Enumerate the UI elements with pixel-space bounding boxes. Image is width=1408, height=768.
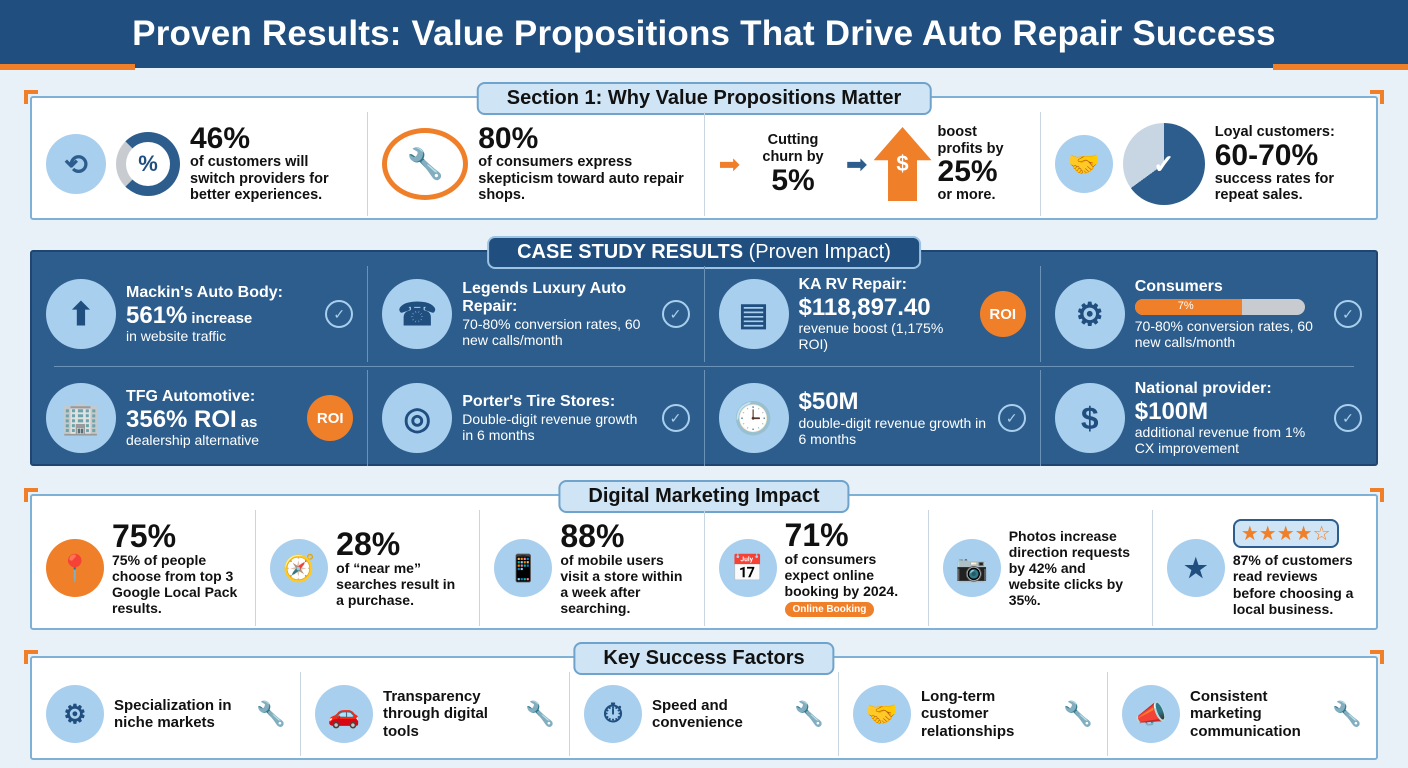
digital-stat-card: 🧭 28% of “near me” searches result in a pu… xyxy=(255,510,479,626)
pie-chart-icon: ✓ xyxy=(1122,123,1205,205)
section-key-success-factors: Key Success Factors ⚙ Specialization in n… xyxy=(24,642,1384,760)
money-stack-icon: ▤ xyxy=(718,279,789,349)
stat-80: 🔧 80% of consumers express skepticism tow… xyxy=(367,112,703,216)
case-study-card: ☎ Legends Luxury Auto Repair: 70-80% conve… xyxy=(367,266,703,362)
wrench-icon: 🔧 xyxy=(525,700,555,728)
megaphone-icon: 📣 xyxy=(1122,685,1180,743)
section-label: Key Success Factors xyxy=(573,642,835,675)
check-icon: ✓ xyxy=(997,404,1026,432)
dollar-growth-icon: $ xyxy=(1054,383,1125,453)
arrow-right-icon: ➡ xyxy=(718,148,741,179)
section-digital-marketing: Digital Marketing Impact 📍 75% 75% of peop… xyxy=(24,480,1384,630)
section-label: CASE STUDY RESULTS (Proven Impact) xyxy=(487,236,921,269)
case-study-card: 🏢 TFG Automotive: 356% ROI as dealership alt… xyxy=(32,370,367,466)
stopwatch-car-icon: ⏱ xyxy=(584,685,642,743)
success-factor: ⏱ Speed and convenience 🔧 xyxy=(569,672,838,756)
star-rating: ★★★★☆ xyxy=(1232,519,1339,549)
star-review-icon: ★ xyxy=(1166,539,1225,597)
website-growth-icon: ⬆ xyxy=(46,279,116,349)
check-icon: ✓ xyxy=(661,404,690,432)
case-study-card: ⬆ Mackin's Auto Body: 561% increase in websi… xyxy=(32,266,367,362)
dollar-arrow-icon: $ xyxy=(873,127,932,201)
browser-gear-icon: ⚙ xyxy=(1054,279,1125,349)
phone-icon: ☎ xyxy=(382,279,453,349)
accent-bar xyxy=(1273,64,1408,70)
header-banner: Proven Results: Value Propositions That … xyxy=(0,0,1408,68)
page-title: Proven Results: Value Propositions That … xyxy=(132,14,1276,53)
digital-stat-card: 📱 88% of mobile users visit a store within… xyxy=(479,510,703,626)
section-why-value: Section 1: Why Value Propositions Matter… xyxy=(24,82,1384,220)
case-study-card: $ National provider: $100M additional reven… xyxy=(1039,370,1376,466)
stat-loyal: 🤝 ✓ Loyal customers: 60-70% success rates … xyxy=(1039,112,1376,216)
camera-photos-icon: 📷 xyxy=(942,539,1001,597)
case-study-card: 🕒 $50M double-digit revenue growth in 6 mo… xyxy=(703,370,1040,466)
wrench-icon: 🔧 xyxy=(794,700,824,728)
success-factor: 🚗 Transparency through digital tools 🔧 xyxy=(300,672,569,756)
check-icon: ✓ xyxy=(325,300,354,328)
handshake-heart-icon: 🤝 xyxy=(853,685,911,743)
map-pin-search-icon: 📍 xyxy=(46,539,104,597)
success-factor: ⚙ Specialization in niche markets 🔧 xyxy=(32,672,300,756)
stat-46: ⟲ % 46% of customers will switch provider… xyxy=(32,112,367,216)
arrow-right-icon: ➡ xyxy=(845,148,868,179)
digital-stat-card: 📍 75% 75% of people choose from top 3 Goog… xyxy=(32,510,255,626)
accent-bar xyxy=(0,64,135,70)
roi-badge: ROI xyxy=(307,395,354,441)
handshake-icon: 🤝 xyxy=(1054,135,1113,193)
case-study-card: ⚙ Consumers 7% 70-80% conversion rates, 60 … xyxy=(1039,266,1376,362)
gear-target-icon: ⚙ xyxy=(46,685,104,743)
stat-churn: ➡ Cutting churn by 5% ➡ $ boost profits b… xyxy=(703,112,1040,216)
calendar-clock-icon: 📅 xyxy=(718,539,777,597)
dealership-icon: 🏢 xyxy=(46,383,116,453)
roi-badge: ROI xyxy=(979,291,1026,337)
section-case-study: CASE STUDY RESULTS (Proven Impact) ⬆ Mack… xyxy=(30,236,1378,466)
case-study-card: ▤ KA RV Repair: $118,897.40 revenue boost (… xyxy=(703,266,1040,362)
section-label: Digital Marketing Impact xyxy=(558,480,850,513)
sync-arrows-icon: ⟲ xyxy=(46,134,106,194)
tablet-car-icon: 🚗 xyxy=(315,685,373,743)
digital-stat-card: 📅 71% of consumers expect online booking b… xyxy=(703,510,928,626)
progress-bar: 7% xyxy=(1134,299,1305,316)
digital-stat-card: ★ ★★★★☆ 87% of customers read reviews befo… xyxy=(1151,510,1376,626)
mechanic-icon: 🔧 xyxy=(382,128,469,200)
check-icon: ✓ xyxy=(1334,404,1362,432)
success-factor: 📣 Consistent marketing communication 🔧 xyxy=(1107,672,1376,756)
percent-circle-icon: % xyxy=(116,132,180,196)
digital-stat-card: 📷 Photos increase direction requests by 4… xyxy=(927,510,1152,626)
section-label: Section 1: Why Value Propositions Matter xyxy=(476,82,932,115)
case-study-card: ◎ Porter's Tire Stores: Double-digit reven… xyxy=(367,370,703,466)
compass-pin-icon: 🧭 xyxy=(270,539,329,597)
phone-map-icon: 📱 xyxy=(494,539,553,597)
tire-icon: ◎ xyxy=(382,383,453,453)
success-factor: 🤝 Long-term customer relationships 🔧 xyxy=(838,672,1107,756)
online-booking-button[interactable]: Online Booking xyxy=(784,602,875,618)
check-icon: ✓ xyxy=(1334,300,1362,328)
wrench-icon: 🔧 xyxy=(1332,700,1362,728)
wrench-icon: 🔧 xyxy=(256,700,286,728)
check-icon: ✓ xyxy=(661,300,690,328)
clock-growth-icon: 🕒 xyxy=(718,383,789,453)
wrench-icon: 🔧 xyxy=(1063,700,1093,728)
